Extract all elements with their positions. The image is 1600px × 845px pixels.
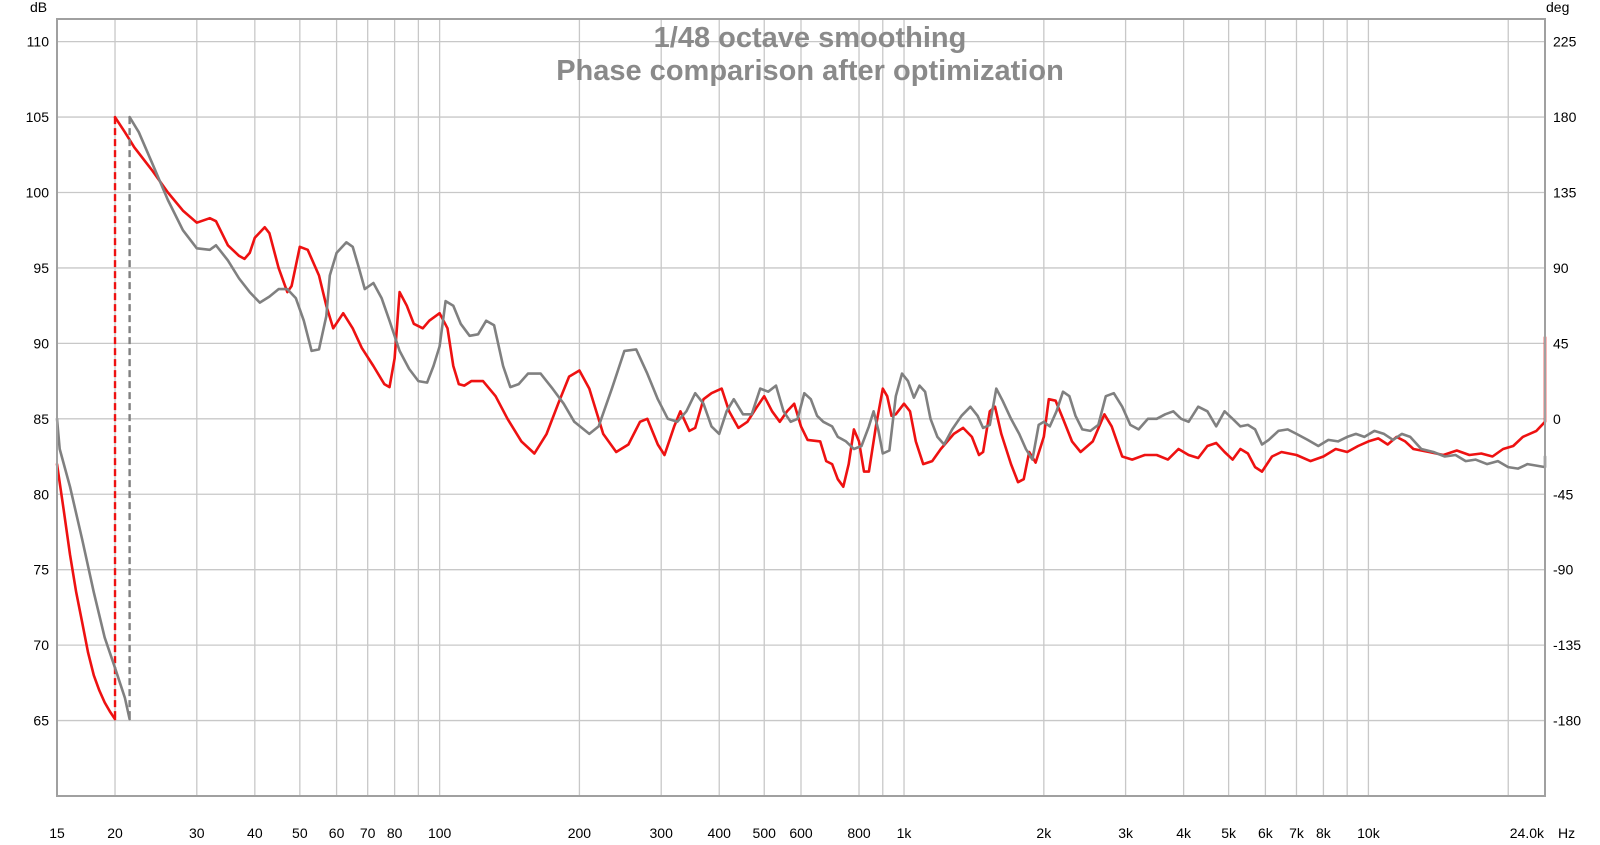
y-tick-label-left: 80 xyxy=(33,486,49,502)
x-tick-label: 800 xyxy=(847,825,871,841)
x-tick-label: 10k xyxy=(1357,825,1381,841)
y-tick-label-left: 75 xyxy=(33,562,49,578)
series-1 xyxy=(55,115,1547,721)
series-2 xyxy=(55,115,1547,721)
x-tick-label: 8k xyxy=(1316,825,1332,841)
y-tick-label-right: 90 xyxy=(1553,260,1569,276)
x-tick-label: 20 xyxy=(107,825,123,841)
x-tick-label: 2k xyxy=(1036,825,1052,841)
x-tick-label: 60 xyxy=(329,825,345,841)
y-tick-label-left: 65 xyxy=(33,713,49,729)
y-tick-label-right: -90 xyxy=(1553,562,1573,578)
x-axis: 15 20 30 40 50 60 70 80 100 200 300 400 500 600 800 1k 2… xyxy=(49,825,1545,841)
y-tick-label-left: 85 xyxy=(33,411,49,427)
x-tick-label: 80 xyxy=(387,825,403,841)
x-tick-label: 500 xyxy=(753,825,777,841)
y-axis-right-unit: deg xyxy=(1546,0,1569,15)
x-axis-unit: Hz xyxy=(1558,825,1575,841)
x-tick-label: 24.0k xyxy=(1510,825,1545,841)
x-tick-label: 300 xyxy=(650,825,674,841)
grid xyxy=(57,19,1545,796)
series-1-line-segment-1 xyxy=(55,462,117,721)
y-tick-label-left: 70 xyxy=(33,637,49,653)
series-2-line-segment-1 xyxy=(55,417,131,721)
x-tick-label: 40 xyxy=(247,825,263,841)
chart-title: 1/48 octave smoothing xyxy=(654,22,967,54)
y-tick-label-right: -45 xyxy=(1553,486,1573,502)
y-tick-label-left: 100 xyxy=(26,185,50,201)
x-tick-label: 30 xyxy=(189,825,205,841)
x-tick-label: 1k xyxy=(897,825,913,841)
x-tick-label: 100 xyxy=(428,825,452,841)
y-axis-right: -180 -135 -90 -45 0 45 90 135 180 225 xyxy=(1553,34,1581,729)
y-tick-label-right: 135 xyxy=(1553,185,1577,201)
x-tick-label: 200 xyxy=(568,825,592,841)
x-tick-label: 15 xyxy=(49,825,65,841)
chart-subtitle: Phase comparison after optimization xyxy=(556,55,1064,87)
x-tick-label: 600 xyxy=(789,825,813,841)
x-tick-label: 4k xyxy=(1176,825,1192,841)
series-group xyxy=(55,115,1547,721)
x-tick-label: 50 xyxy=(292,825,308,841)
y-tick-label-right: -135 xyxy=(1553,637,1581,653)
y-tick-label-right: -180 xyxy=(1553,713,1581,729)
x-tick-label: 400 xyxy=(708,825,732,841)
y-tick-label-right: 180 xyxy=(1553,109,1577,125)
x-tick-label: 70 xyxy=(360,825,376,841)
series-1-line-segment-2 xyxy=(113,115,1547,488)
y-tick-label-left: 90 xyxy=(33,335,49,351)
y-tick-label-right: 225 xyxy=(1553,34,1577,50)
y-tick-label-left: 105 xyxy=(26,109,50,125)
y-axis-left-unit: dB xyxy=(30,0,47,15)
plot-frame xyxy=(56,18,1546,797)
series-2-line-segment-2 xyxy=(128,115,1547,470)
y-tick-label-left: 95 xyxy=(33,260,49,276)
x-tick-label: 7k xyxy=(1289,825,1305,841)
y-tick-label-right: 45 xyxy=(1553,335,1569,351)
y-tick-label-left: 110 xyxy=(27,34,50,50)
x-tick-label: 5k xyxy=(1221,825,1237,841)
x-tick-label: 6k xyxy=(1258,825,1274,841)
y-axis-left: 65 70 75 80 85 90 95 100 105 110 xyxy=(26,34,50,729)
y-tick-label-right: 0 xyxy=(1553,411,1561,427)
x-tick-label: 3k xyxy=(1118,825,1134,841)
